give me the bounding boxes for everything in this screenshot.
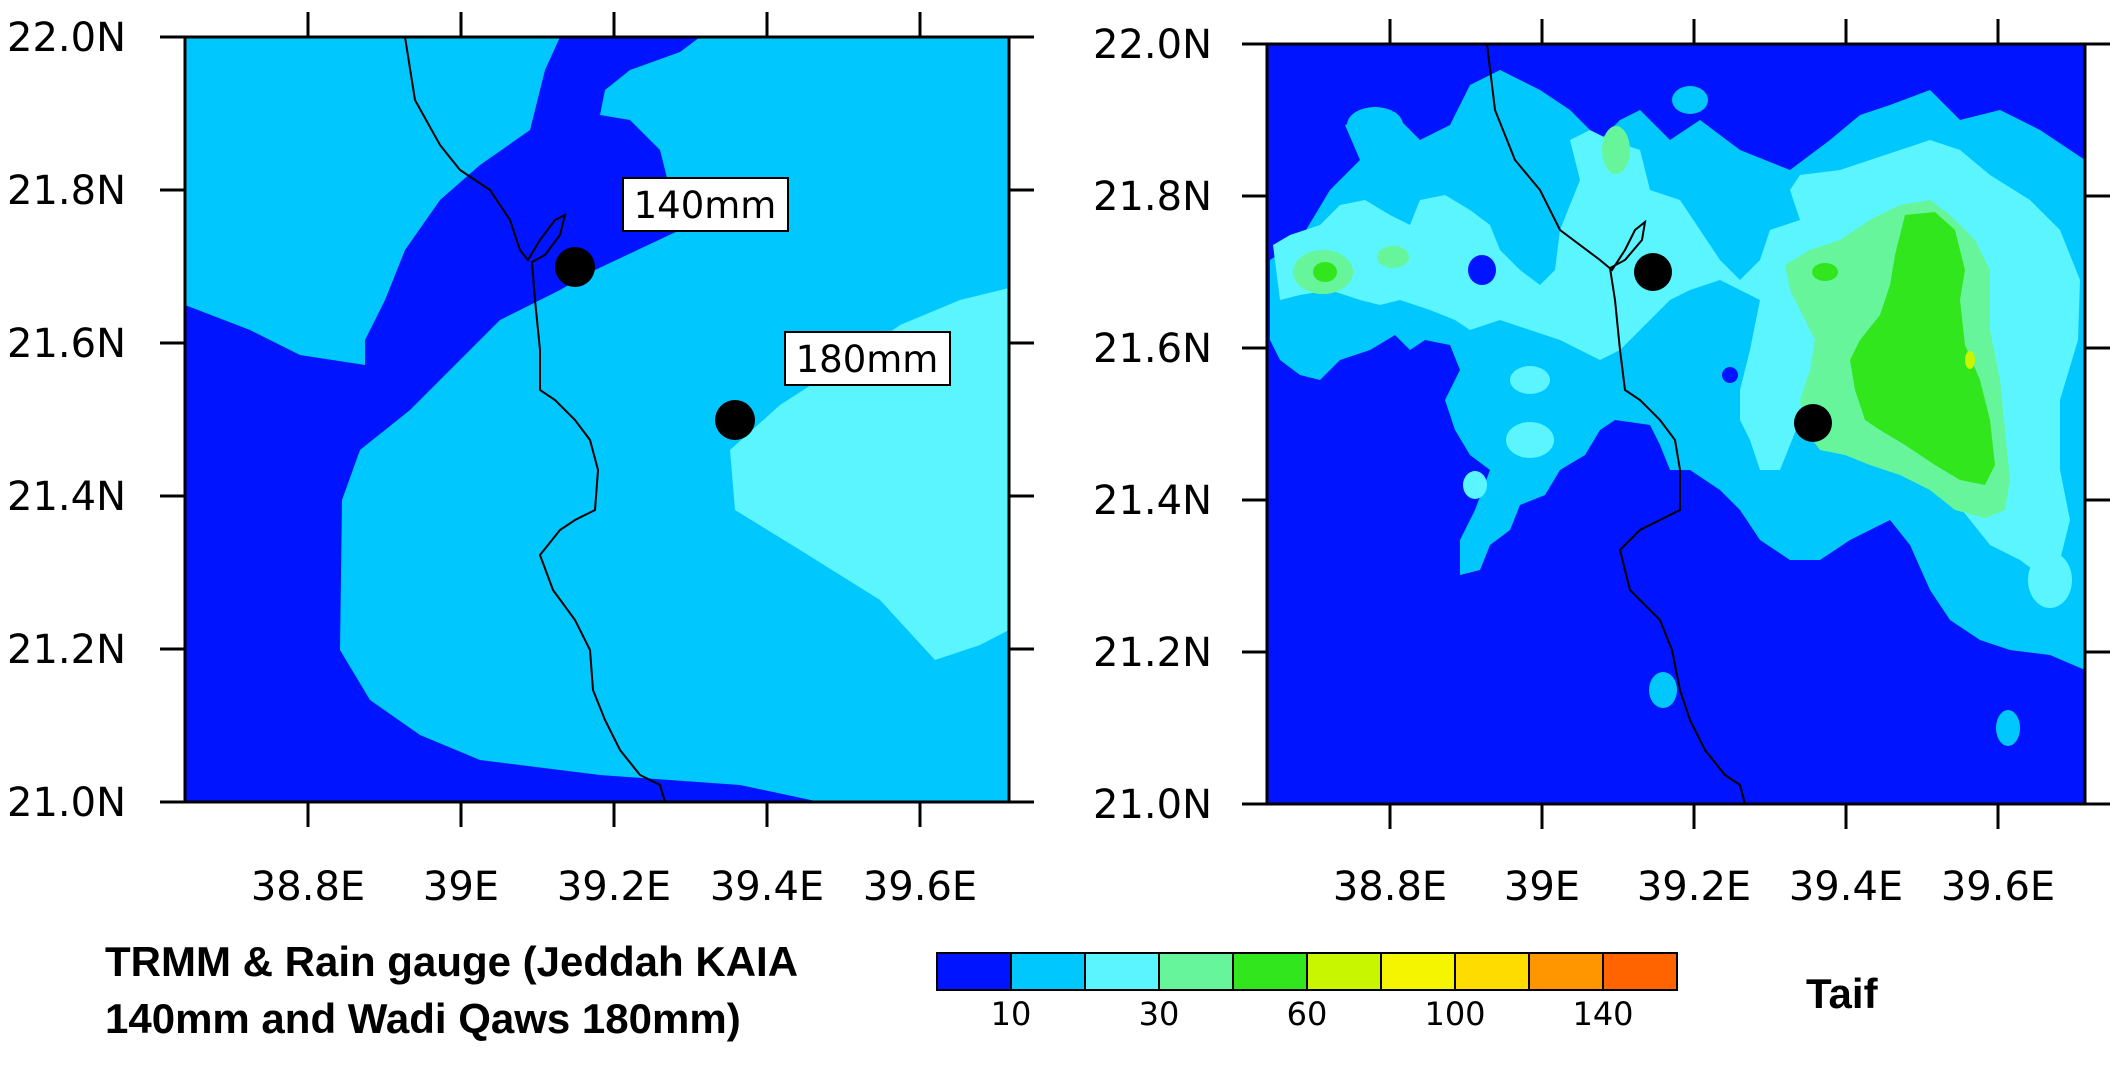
caption-line-2: 140mm and Wadi Qaws 180mm) [105,995,741,1042]
right-lat-label: 21.0N [1093,782,1212,828]
right-coastline [1486,44,1746,804]
left-lat-label: 21.6N [7,321,126,367]
right-map-ticks [1242,19,2110,829]
left-lat-label: 22.0N [7,15,126,61]
colorbar-label: 140 [1572,995,1633,1033]
left-lat-label: 21.8N [7,168,126,214]
right-region-40-50mm [1850,212,1995,485]
left-lon-label: 39.2E [557,864,671,910]
right-lat-label: 21.6N [1093,326,1212,372]
right-blob [1812,263,1838,281]
right-lon-labels: 38.8E 39E 39.2E 39.4E 39.6E [1333,864,2055,910]
right-blob [1463,471,1487,499]
annotation-label: 180mm [796,338,939,381]
caption-line-1: TRMM & Rain gauge (Jeddah KAIA [105,938,798,985]
right-blob [1602,126,1630,174]
right-lon-label: 39.6E [1941,864,2055,910]
colorbar-box [1306,952,1382,991]
colorbar-box [936,952,1012,991]
colorbar-box [1084,952,1160,991]
annotation-label: 140mm [634,184,777,227]
colorbar-label: 60 [1287,995,1328,1033]
left-map: 22.0N 21.8N 21.6N 21.4N 21.2N 21.0N 38.8… [7,12,1034,910]
left-lon-label: 39.4E [710,864,824,910]
right-lon-label: 38.8E [1333,864,1447,910]
right-blob [1510,366,1550,394]
gauge-marker-jeddah [1634,253,1672,291]
colorbar-label: 30 [1139,995,1180,1033]
right-lat-label: 22.0N [1093,22,1212,68]
left-lon-label: 39E [423,864,499,910]
colorbar-label: 10 [991,995,1032,1033]
colorbar-label: 100 [1424,995,1485,1033]
right-lon-label: 39.2E [1637,864,1751,910]
colorbar-box [1380,952,1456,991]
right-lon-label: 39.4E [1789,864,1903,910]
right-blob [1965,351,1975,369]
right-blob [1377,246,1409,268]
taif-label: Taif [1806,970,1879,1017]
right-blob [1649,672,1677,708]
right-lat-label: 21.8N [1093,174,1212,220]
right-lat-label: 21.2N [1093,630,1212,676]
annotation-140mm: 140mm [622,177,789,232]
left-lat-label: 21.2N [7,627,126,673]
left-lon-labels: 38.8E 39E 39.2E 39.4E 39.6E [251,864,977,910]
right-map: 22.0N 21.8N 21.6N 21.4N 21.2N 21.0N 38.8… [1093,19,2110,910]
left-map-field [185,37,1009,802]
right-hole [1468,255,1496,285]
colorbar-box [1528,952,1604,991]
right-blob [1506,422,1554,458]
left-map-ticks [160,12,1034,827]
colorbar-box [1232,952,1308,991]
right-lat-labels: 22.0N 21.8N 21.6N 21.4N 21.2N 21.0N [1093,22,1212,828]
gauge-marker-wadi-qaws [1794,404,1832,442]
right-map-field [1267,44,2085,804]
right-blob [1996,710,2020,746]
left-map-frame [183,35,1011,804]
annotation-180mm: 180mm [784,331,951,386]
right-blob [1672,86,1708,114]
gauge-marker-wadi-qaws [715,400,755,440]
left-lat-labels: 22.0N 21.8N 21.6N 21.4N 21.2N 21.0N [7,15,126,826]
left-lat-label: 21.0N [7,780,126,826]
right-blob [1347,107,1403,143]
right-lat-label: 21.4N [1093,478,1212,524]
right-blob [1313,262,1337,282]
colorbar-box [1010,952,1086,991]
colorbar-box [1158,952,1234,991]
colorbar: 10 30 60 100 140 [936,952,1678,1033]
left-coastline [404,37,666,802]
right-hole [1722,367,1738,383]
colorbar-box [1602,952,1678,991]
right-lon-label: 39E [1504,864,1580,910]
right-blob [2028,552,2072,608]
right-map-frame [1265,42,2087,806]
left-lon-label: 39.6E [863,864,977,910]
left-lat-label: 21.4N [7,474,126,520]
colorbar-box [1454,952,1530,991]
gauge-marker-jeddah [555,247,595,287]
caption: TRMM & Rain gauge (Jeddah KAIA 140mm and… [105,938,798,1042]
colorbar-boxes [936,952,1678,991]
left-lon-label: 38.8E [251,864,365,910]
